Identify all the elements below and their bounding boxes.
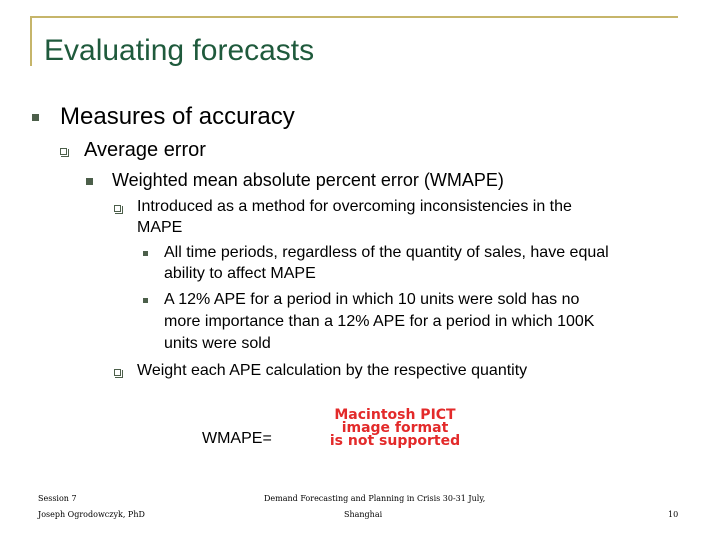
bullet-introduced-line1: Introduced as a method for overcoming in… — [137, 198, 572, 215]
bullet-12pct-ape-line1: A 12% APE for a period in which 10 units… — [164, 291, 580, 308]
footer-session: Session 7 — [38, 494, 77, 503]
bullet-average-error: Average error — [84, 139, 206, 161]
footer-event-line2: Shanghai — [344, 510, 383, 519]
bullet-12pct-ape-line2: more importance than a 12% APE for a per… — [164, 313, 595, 330]
formula-label: WMAPE= — [202, 430, 272, 447]
bullet-level2-icon — [60, 148, 69, 157]
bullet-measures-of-accuracy: Measures of accuracy — [60, 103, 295, 130]
bullet-all-time-periods-line1: All time periods, regardless of the quan… — [164, 244, 609, 261]
footer-page-number: 10 — [668, 510, 679, 519]
bullet-weight-each-ape: Weight each APE calculation by the respe… — [137, 362, 528, 379]
bullet-level5-icon — [143, 251, 148, 256]
footer-event-line1: Demand Forecasting and Planning in Crisi… — [264, 494, 486, 503]
pict-placeholder-line1: Macintosh PICT — [334, 407, 456, 423]
pict-placeholder-line2: image format — [341, 420, 449, 436]
bullet-level4-icon — [114, 205, 123, 214]
bullet-level1-icon — [32, 114, 39, 121]
bullet-level4-icon — [114, 369, 123, 378]
bullet-level3-icon — [86, 178, 93, 185]
bullet-all-time-periods-line2: ability to affect MAPE — [164, 265, 316, 282]
bullet-wmape: Weighted mean absolute percent error (WM… — [112, 170, 504, 190]
bullet-level5-icon — [143, 298, 148, 303]
slide-title: Evaluating forecasts — [44, 34, 315, 67]
title-frame-left-rule — [30, 16, 32, 66]
pict-placeholder-line3: is not supported — [329, 433, 461, 449]
footer-author: Joseph Ogrodowczyk, PhD — [38, 510, 145, 519]
bullet-introduced-line2: MAPE — [137, 219, 183, 236]
title-frame-top-rule — [30, 16, 678, 18]
bullet-12pct-ape-line3: units were sold — [164, 335, 271, 352]
unsupported-image-placeholder: Macintosh PICT image format is not suppo… — [306, 408, 484, 450]
